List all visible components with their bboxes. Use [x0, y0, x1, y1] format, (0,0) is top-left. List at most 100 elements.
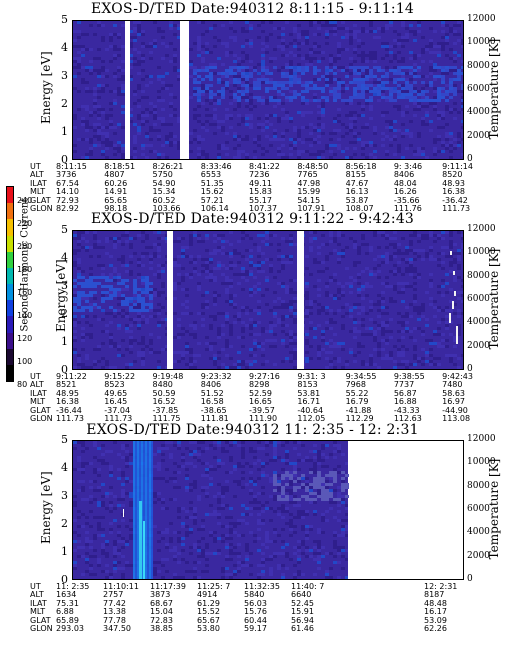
orbit-value: 16.13	[345, 187, 369, 197]
orbit-value: 5840	[244, 590, 265, 600]
orbit-value: 9: 3:46	[393, 162, 423, 171]
temperature-tick-label: 6000	[467, 294, 490, 304]
orbit-value: 6640	[291, 590, 312, 600]
orbit-value: 8153	[297, 380, 318, 390]
orbit-value: 16.97	[442, 397, 466, 407]
energy-tick-label: 0	[61, 573, 68, 586]
orbit-value: 47.98	[297, 178, 321, 188]
orbit-value: 111.73	[442, 204, 471, 213]
orbit-value: 11:10:11	[103, 582, 139, 591]
energy-tick-label: 1	[61, 545, 68, 558]
temperature-tick-label: 2000	[467, 550, 490, 561]
orbit-value: 15.04	[150, 607, 173, 617]
data-gap	[125, 21, 130, 159]
orbit-value: -36.44	[56, 405, 82, 415]
orbit-value: 7480	[442, 380, 463, 390]
orbit-row-label: ILAT	[30, 388, 47, 398]
temperature-tick-label: 0	[467, 574, 473, 584]
panel3-heatmap	[73, 441, 463, 579]
colorbar-tick-label: 220	[17, 219, 33, 228]
orbit-value: 47.67	[345, 178, 369, 188]
temperature-tick-label: 6000	[467, 504, 490, 514]
orbit-value: 5750	[152, 170, 173, 180]
orbit-value: -35.66	[393, 195, 420, 205]
orbit-row-label: GLON	[30, 204, 53, 213]
orbit-value: 54.90	[152, 178, 176, 188]
orbit-value: 16.38	[56, 397, 79, 407]
energy-tick-label: 5	[61, 223, 68, 236]
orbit-value: 11:25: 7	[197, 582, 231, 591]
orbit-value: 9:11:22	[56, 372, 87, 381]
orbit-value: 65.89	[56, 615, 79, 625]
orbit-value: 3736	[56, 170, 77, 180]
orbit-value: 112.63	[393, 414, 422, 423]
orbit-value: 48.93	[442, 178, 466, 188]
colorbar-tick-label: 140	[17, 311, 33, 320]
orbit-value: 65.67	[197, 615, 220, 625]
orbit-value: -37.04	[104, 405, 131, 415]
orbit-value: 16.52	[152, 397, 176, 407]
energy-tick-label: 5	[61, 13, 68, 26]
energy-tick-label: 4	[61, 461, 68, 474]
temperature-tick-label: 12000	[467, 434, 496, 444]
orbit-value: 111.81	[200, 414, 229, 423]
orbit-value: 58.63	[442, 388, 466, 398]
white-spikes	[449, 251, 458, 344]
orbit-row-label: GLAT	[30, 615, 51, 625]
orbit-value: 111.73	[104, 414, 133, 423]
orbit-value: 347.50	[103, 624, 131, 633]
orbit-value: -41.88	[345, 405, 372, 415]
orbit-value: 53.80	[197, 624, 220, 633]
orbit-value: 103.66	[152, 204, 181, 213]
orbit-value: 60.26	[104, 178, 128, 188]
energy-tick-label: 3	[61, 489, 68, 502]
orbit-value: 7765	[297, 170, 318, 180]
panel1-heatmap	[73, 21, 463, 159]
colorbar-tick-label: 200	[17, 242, 33, 251]
orbit-value: 111.90	[249, 414, 278, 423]
colorbar-tick-label: 120	[17, 334, 33, 343]
orbit-value: 67.54	[56, 178, 79, 188]
orbit-value: 14.91	[104, 187, 128, 197]
orbit-value: 11:40: 7	[291, 582, 325, 591]
orbit-value: 55.17	[249, 195, 272, 205]
orbit-value: 61.46	[291, 624, 314, 633]
colorbar-tick-label: 100	[17, 357, 33, 366]
orbit-row-label: ALT	[30, 380, 44, 390]
colorbar-tick-label: 240	[17, 196, 33, 205]
orbit-value: 68.67	[150, 598, 173, 608]
colorbar-segment	[7, 300, 13, 317]
temperature-tick-label: 0	[467, 154, 473, 164]
colorbar-segment	[7, 267, 13, 285]
orbit-value: 293.03	[56, 624, 84, 633]
heatmap-cells	[73, 231, 463, 369]
colorbar-segment	[7, 219, 13, 236]
orbit-value: 9:34:55	[345, 372, 377, 381]
orbit-value: 9:31: 3	[297, 372, 326, 381]
orbit-row-label: ILAT	[30, 178, 47, 188]
orbit-value: 15.76	[244, 607, 267, 617]
orbit-value: 48.95	[56, 388, 79, 398]
orbit-value: 8480	[152, 380, 173, 390]
orbit-value: 3873	[150, 590, 171, 600]
panel1-ylabel-left: Energy [eV]	[39, 51, 53, 124]
panel2-plot	[72, 230, 464, 370]
orbit-value: 57.21	[200, 195, 224, 205]
orbit-value: 15.34	[152, 187, 176, 197]
orbit-value: 75.31	[56, 598, 79, 608]
orbit-row-label: UT	[30, 582, 41, 591]
orbit-value: 16.17	[424, 607, 447, 617]
data-gap	[180, 21, 189, 159]
orbit-value: 8406	[200, 380, 222, 390]
panel2-ylabel-left: Energy [eV]	[54, 259, 68, 332]
orbit-value: 9:19:48	[152, 372, 184, 381]
orbit-row-label: GLON	[30, 414, 53, 423]
orbit-value: 111.75	[152, 414, 181, 423]
orbit-value: 15.52	[197, 607, 220, 617]
energy-tick-label: 1	[61, 125, 68, 138]
orbit-value: 56.87	[393, 388, 417, 398]
orbit-value: 48.04	[393, 178, 417, 188]
orbit-value: 54.15	[297, 195, 321, 205]
temperature-tick-label: 8000	[467, 480, 490, 491]
orbit-value: 53.81	[297, 388, 321, 398]
